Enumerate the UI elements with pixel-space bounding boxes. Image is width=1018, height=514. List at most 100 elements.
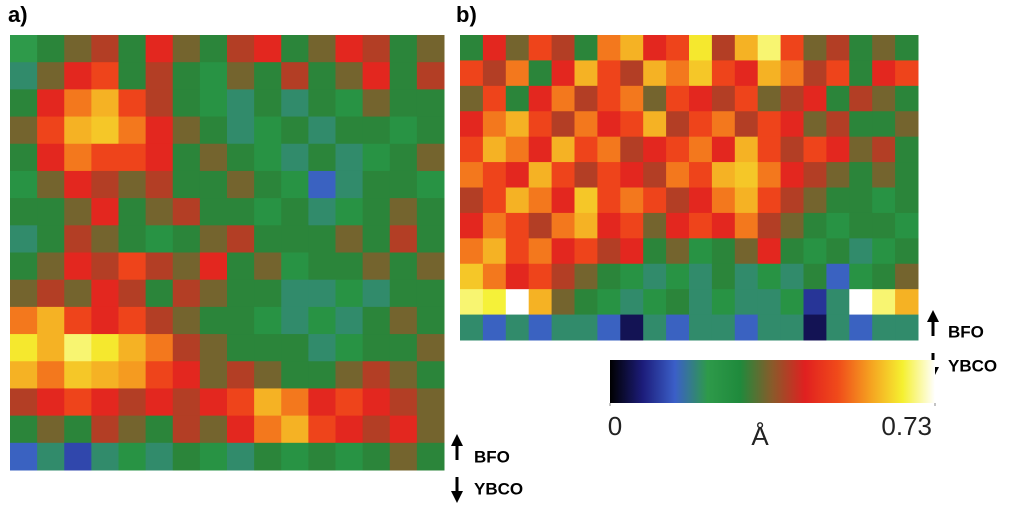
heatmap-cell (551, 162, 575, 188)
heatmap-cell (711, 289, 736, 316)
heatmap-cell (172, 361, 201, 389)
heatmap-cell (281, 143, 309, 172)
heatmap-cell (666, 85, 690, 112)
heatmap-cell (362, 361, 391, 389)
heatmap-cell (10, 361, 38, 389)
heatmap-cell (551, 35, 575, 61)
heatmap-cell (91, 35, 119, 63)
heatmap-cell (689, 162, 713, 188)
heatmap-cell (597, 314, 621, 341)
heatmap-cell (199, 89, 228, 118)
heatmap-cell (574, 263, 598, 290)
heatmap-cell (37, 143, 65, 172)
heatmap-cell (460, 111, 484, 138)
heatmap-cell (145, 89, 174, 118)
heatmap-cell (118, 62, 147, 90)
heatmap-cell (254, 306, 282, 335)
heatmap-cell (91, 306, 119, 335)
heatmap-cell (172, 198, 201, 226)
heatmap-cell (91, 415, 119, 444)
heatmap-cell (666, 212, 690, 239)
heatmap-cell (803, 136, 827, 163)
heatmap-cell (64, 198, 92, 226)
heatmap-cell (826, 35, 850, 61)
heatmap-cell (757, 162, 782, 188)
heatmap-cell (145, 388, 174, 417)
heatmap-cell (335, 442, 364, 471)
heatmap-cell (308, 143, 336, 172)
heatmap-cell (254, 388, 282, 417)
heatmap-cell (91, 62, 119, 90)
heatmap-cell (281, 170, 309, 199)
heatmap-cell (574, 85, 598, 112)
heatmap-cell (362, 116, 391, 145)
heatmap-cell (505, 162, 530, 188)
heatmap-cell (227, 252, 255, 281)
heatmap-cell (574, 314, 598, 341)
heatmap-cell (172, 252, 201, 281)
heatmap-cell (734, 187, 759, 214)
heatmap-cell (10, 225, 38, 253)
heatmap-cell (528, 289, 553, 316)
heatmap-cell (254, 442, 282, 471)
heatmap-cell (118, 442, 147, 471)
heatmap-cell (803, 212, 827, 239)
heatmap-cell (895, 35, 919, 61)
heatmap-cell (254, 198, 282, 226)
heatmap-cell (895, 238, 919, 265)
heatmap-cell (145, 170, 174, 199)
heatmap-cell (281, 361, 309, 389)
heatmap-cell (711, 162, 736, 188)
heatmap-cell (826, 136, 850, 163)
heatmap-cell (711, 35, 736, 61)
heatmap-cell (734, 136, 759, 163)
colorbar-tick-label: 0.73 (881, 411, 932, 441)
heatmap-cell (281, 279, 309, 308)
heatmap-cell (780, 263, 804, 290)
heatmap-cell (643, 187, 667, 214)
heatmap-cell (308, 388, 336, 417)
heatmap-cell (895, 85, 919, 112)
heatmap-cell (172, 116, 201, 145)
heatmap-cell (10, 89, 38, 118)
heatmap-cell (37, 170, 65, 199)
heatmap-cell (734, 111, 759, 138)
heatmap-cell (362, 442, 391, 471)
heatmap-cell (826, 162, 850, 188)
heatmap-cell (10, 116, 38, 145)
heatmap-cell (482, 162, 507, 188)
heatmap-cell (643, 289, 667, 316)
heatmap-cell (308, 116, 336, 145)
heatmap-cell (528, 162, 553, 188)
heatmap-cell (666, 35, 690, 61)
heatmap-cell (335, 89, 364, 118)
heatmap-cell (849, 314, 873, 341)
heatmap-cell (118, 35, 147, 63)
heatmap-cell (308, 35, 336, 63)
heatmap-cell (849, 289, 873, 316)
heatmap-cell (91, 89, 119, 118)
heatmap-cell (389, 388, 418, 417)
heatmap-cell (37, 198, 65, 226)
heatmap-cell (551, 60, 575, 87)
heatmap-cell (482, 35, 507, 61)
heatmap-cell (335, 388, 364, 417)
heatmap-cell (666, 314, 690, 341)
heatmap-cell (528, 35, 553, 61)
heatmap-cell (281, 35, 309, 63)
heatmap-cell (172, 415, 201, 444)
heatmap-cell (227, 225, 255, 253)
heatmap-cell (528, 85, 553, 112)
heatmap-cell (416, 361, 445, 389)
heatmap-cell (666, 187, 690, 214)
heatmap-cell (849, 111, 873, 138)
heatmap-cell (574, 111, 598, 138)
heatmap-cell (551, 111, 575, 138)
heatmap-cell (335, 415, 364, 444)
heatmap-cell (780, 289, 804, 316)
heatmap-cell (460, 162, 484, 188)
heatmap-cell (597, 187, 621, 214)
heatmap-cell (528, 238, 553, 265)
heatmap-cell (199, 143, 228, 172)
heatmap-cell (227, 170, 255, 199)
